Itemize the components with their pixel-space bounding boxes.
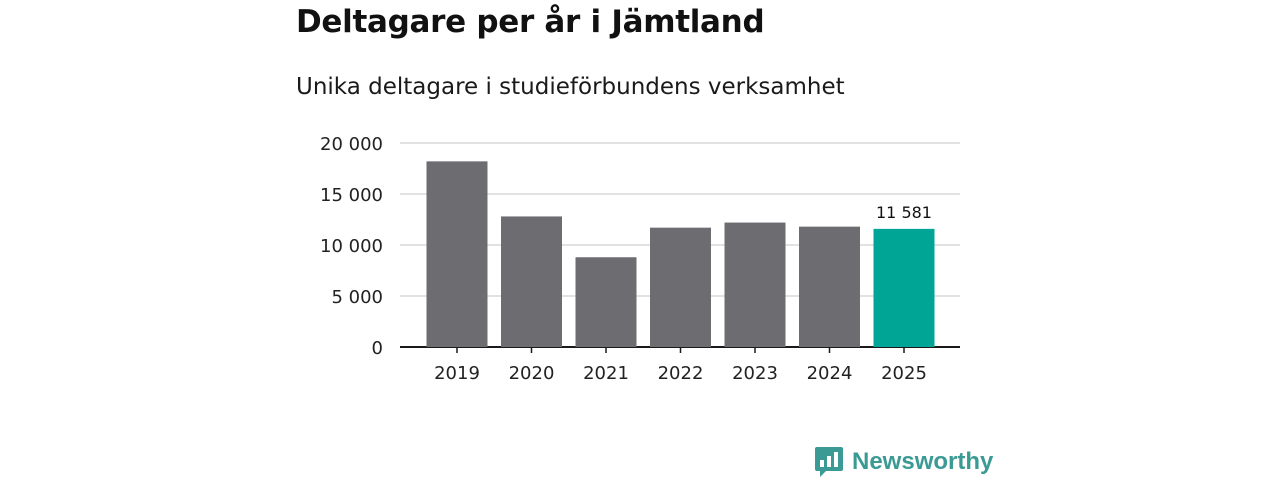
bar xyxy=(575,257,637,347)
y-tick-label: 5 000 xyxy=(331,287,383,308)
bar xyxy=(873,228,935,347)
newsworthy-logo: Newsworthy xyxy=(814,445,993,479)
x-tick-label: 2020 xyxy=(509,363,555,384)
y-tick-label: 15 000 xyxy=(320,185,383,206)
brand-name: Newsworthy xyxy=(852,448,994,475)
bar xyxy=(724,222,786,347)
bar xyxy=(501,216,562,347)
x-tick-label: 2019 xyxy=(434,363,480,384)
chart-subtitle: Unika deltagare i studieförbundens verks… xyxy=(296,74,845,100)
x-tick-label: 2022 xyxy=(658,363,704,384)
x-tick-label: 2021 xyxy=(583,363,629,384)
x-tick-label: 2023 xyxy=(732,363,778,384)
y-tick-label: 10 000 xyxy=(320,236,383,257)
x-tick-label: 2024 xyxy=(807,363,853,384)
y-tick-label: 20 000 xyxy=(320,134,383,155)
data-label: 11 581 xyxy=(876,203,932,222)
x-tick-label: 2025 xyxy=(881,363,927,384)
bar xyxy=(426,161,488,347)
bars xyxy=(426,161,935,347)
bar xyxy=(799,226,860,347)
bar xyxy=(650,227,711,347)
y-tick-label: 0 xyxy=(372,338,383,359)
newsworthy-logo-icon xyxy=(815,447,843,477)
chart-title: Deltagare per år i Jämtland xyxy=(296,4,765,40)
labels: 0 5 000 10 000 15 000 20 000 2019 2020 2021 2022… xyxy=(320,134,932,384)
